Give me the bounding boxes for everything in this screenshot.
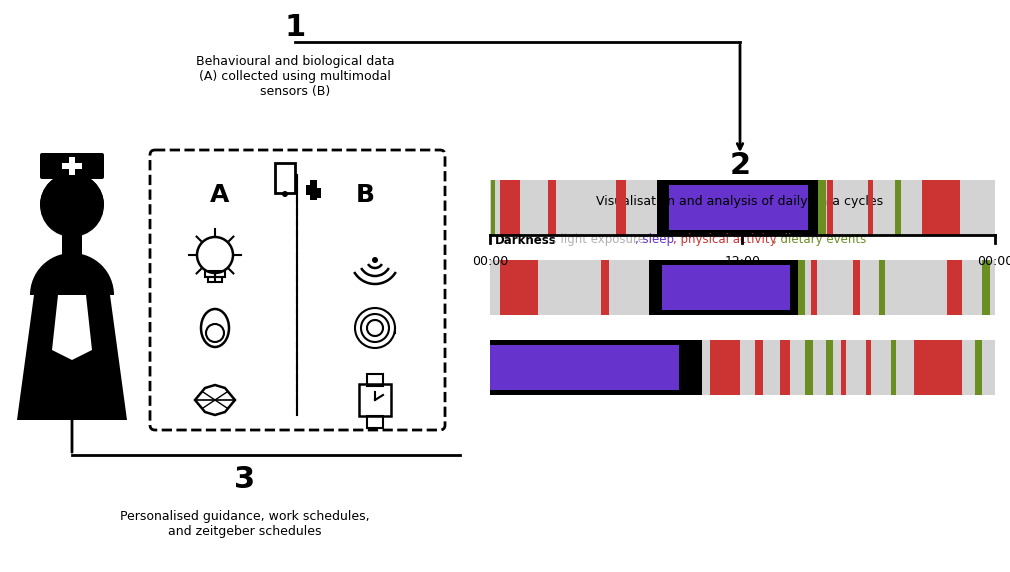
Bar <box>500 260 537 315</box>
Bar <box>662 265 791 310</box>
Bar <box>853 260 861 315</box>
Bar <box>826 340 833 395</box>
Text: 00:00: 00:00 <box>977 255 1010 268</box>
Text: , dietary events: , dietary events <box>773 233 867 247</box>
Bar <box>656 180 818 235</box>
Bar <box>780 340 791 395</box>
Bar <box>892 340 897 395</box>
Bar <box>490 340 702 395</box>
Bar <box>840 340 846 395</box>
Bar <box>669 185 808 230</box>
Circle shape <box>40 173 104 237</box>
Circle shape <box>282 191 288 197</box>
Bar <box>827 180 833 235</box>
Bar <box>648 260 800 315</box>
Bar <box>367 416 383 428</box>
Bar <box>500 180 520 235</box>
Bar <box>277 166 293 188</box>
Text: Darkness: Darkness <box>495 233 557 247</box>
Bar <box>811 260 817 315</box>
Bar <box>306 185 310 195</box>
Bar <box>490 340 995 395</box>
Bar <box>982 260 990 315</box>
Bar <box>208 277 222 282</box>
FancyBboxPatch shape <box>40 153 104 179</box>
Bar <box>547 180 556 235</box>
Text: 2: 2 <box>729 150 750 180</box>
Bar <box>491 180 495 235</box>
Text: , sleep: , sleep <box>635 233 674 247</box>
Bar <box>490 345 679 390</box>
Bar <box>359 384 391 416</box>
Polygon shape <box>17 295 127 420</box>
Bar <box>818 180 826 235</box>
Text: Personalised guidance, work schedules,
and zeitgeber schedules: Personalised guidance, work schedules, a… <box>120 510 370 538</box>
Text: Behavioural and biological data
(A) collected using multimodal
sensors (B): Behavioural and biological data (A) coll… <box>196 55 394 98</box>
Bar <box>755 340 763 395</box>
Bar <box>69 157 75 175</box>
Bar <box>490 180 995 235</box>
Text: 1: 1 <box>285 14 306 42</box>
Bar <box>601 260 608 315</box>
Text: 3: 3 <box>234 466 256 495</box>
Text: , physical activity: , physical activity <box>673 233 777 247</box>
Bar <box>868 180 873 235</box>
Bar <box>798 260 805 315</box>
Wedge shape <box>40 173 104 205</box>
Bar <box>914 340 963 395</box>
Text: A: A <box>210 183 229 207</box>
Bar <box>616 180 626 235</box>
Text: Visualisation and analysis of daily data cycles: Visualisation and analysis of daily data… <box>597 195 884 208</box>
Bar <box>205 271 225 277</box>
Bar <box>947 260 963 315</box>
Bar <box>62 235 82 265</box>
Bar <box>310 180 317 200</box>
Circle shape <box>372 257 378 263</box>
Text: 00:00: 00:00 <box>472 255 508 268</box>
Bar <box>367 374 383 386</box>
Bar <box>895 180 901 235</box>
Text: 12:00: 12:00 <box>724 255 761 268</box>
Bar <box>317 188 321 198</box>
FancyBboxPatch shape <box>150 150 445 430</box>
Bar <box>921 180 959 235</box>
Bar <box>275 163 295 193</box>
Bar <box>709 340 739 395</box>
Text: B: B <box>356 183 375 207</box>
Bar <box>879 260 885 315</box>
Bar <box>490 260 995 315</box>
Bar <box>806 340 813 395</box>
Wedge shape <box>30 253 114 295</box>
Text: , light exposure: , light exposure <box>553 233 645 247</box>
Bar <box>867 340 871 395</box>
Polygon shape <box>52 295 92 360</box>
Bar <box>975 340 982 395</box>
Bar <box>62 163 82 169</box>
